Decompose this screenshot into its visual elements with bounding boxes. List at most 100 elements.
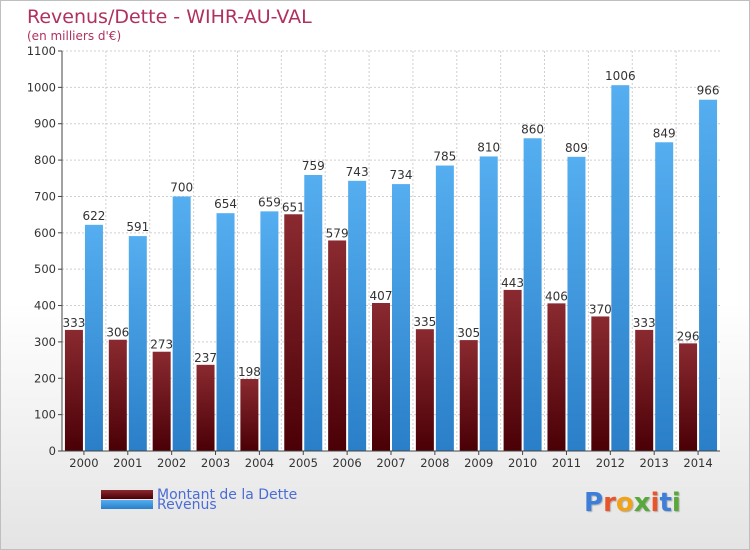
bar-revenus bbox=[304, 175, 323, 451]
bar-revenus bbox=[172, 196, 191, 451]
logo-letter: i bbox=[650, 488, 660, 518]
data-label-revenus: 700 bbox=[170, 180, 193, 194]
chart-title: Revenus/Dette - WIHR-AU-VAL bbox=[27, 6, 312, 28]
y-tick-label: 200 bbox=[34, 371, 56, 385]
data-label-debt: 305 bbox=[457, 326, 480, 340]
data-label-debt: 335 bbox=[413, 315, 436, 329]
y-tick-label: 0 bbox=[49, 444, 56, 458]
legend-label-revenus: Revenus bbox=[157, 497, 217, 513]
x-tick-label: 2003 bbox=[201, 456, 230, 470]
bar-revenus bbox=[128, 236, 147, 451]
data-label-revenus: 849 bbox=[653, 126, 676, 140]
y-tick-label: 900 bbox=[34, 117, 56, 131]
x-tick-label: 2014 bbox=[683, 456, 712, 470]
chart-subtitle: (en milliers d'€) bbox=[27, 29, 122, 43]
bar-revenus bbox=[479, 156, 498, 452]
x-tick-label: 2005 bbox=[289, 456, 318, 470]
bar-revenus bbox=[699, 99, 718, 452]
logo-letter: P bbox=[584, 488, 604, 518]
x-tick-label: 2006 bbox=[332, 456, 361, 470]
y-tick-label: 500 bbox=[34, 262, 56, 276]
bar-revenus bbox=[435, 165, 454, 451]
x-tick-label: 2007 bbox=[376, 456, 405, 470]
y-tick-label: 700 bbox=[34, 189, 56, 203]
bar-debt bbox=[372, 303, 390, 451]
logo-letter: x bbox=[633, 488, 651, 518]
x-tick-label: 2004 bbox=[245, 456, 274, 470]
bar-revenus bbox=[348, 180, 367, 451]
y-tick-label: 300 bbox=[34, 335, 56, 349]
data-label-revenus: 809 bbox=[565, 141, 588, 155]
data-label-debt: 579 bbox=[326, 226, 349, 240]
x-tick-label: 2000 bbox=[69, 456, 98, 470]
data-label-debt: 370 bbox=[589, 302, 612, 316]
data-label-revenus: 591 bbox=[126, 220, 149, 234]
data-label-debt: 273 bbox=[150, 338, 173, 352]
data-label-revenus: 759 bbox=[302, 159, 325, 173]
bar-debt bbox=[64, 329, 83, 451]
bar-revenus bbox=[84, 224, 103, 451]
data-label-debt: 406 bbox=[545, 289, 568, 303]
y-tick-label: 800 bbox=[34, 153, 56, 167]
bar-debt bbox=[152, 351, 171, 451]
bar-debt bbox=[328, 240, 347, 451]
x-tick-label: 2008 bbox=[420, 456, 449, 470]
data-label-revenus: 743 bbox=[346, 165, 369, 179]
bar-revenus bbox=[611, 85, 630, 451]
data-label-revenus: 810 bbox=[477, 140, 500, 154]
bar-revenus bbox=[523, 138, 542, 452]
bar-debt bbox=[503, 289, 522, 451]
bar-revenus bbox=[392, 184, 410, 451]
logo-letter: o bbox=[615, 488, 634, 518]
data-label-debt: 407 bbox=[370, 289, 393, 303]
y-tick-label: 600 bbox=[34, 226, 56, 240]
bar-debt bbox=[240, 379, 259, 451]
bar-debt bbox=[196, 364, 215, 451]
x-tick-label: 2013 bbox=[640, 456, 669, 470]
plot-area bbox=[62, 51, 720, 451]
data-label-revenus: 1006 bbox=[605, 69, 636, 83]
logo-letter: t bbox=[659, 488, 672, 518]
bar-debt bbox=[415, 329, 434, 451]
data-label-debt: 306 bbox=[106, 326, 129, 340]
data-label-debt: 296 bbox=[677, 329, 700, 343]
bar-revenus bbox=[655, 142, 674, 452]
data-label-revenus: 734 bbox=[390, 168, 413, 182]
data-label-revenus: 622 bbox=[82, 209, 105, 223]
bar-debt bbox=[459, 340, 478, 451]
y-tick-label: 1100 bbox=[27, 44, 56, 58]
logo-letter: r bbox=[603, 488, 616, 518]
logo-letter: i bbox=[671, 488, 681, 518]
data-label-revenus: 659 bbox=[258, 195, 281, 209]
x-tick-label: 2010 bbox=[508, 456, 537, 470]
bar-debt bbox=[679, 343, 698, 451]
legend-label-debt: Montant de la Dette bbox=[157, 487, 298, 503]
data-label-revenus: 654 bbox=[214, 197, 237, 211]
bar-debt bbox=[635, 329, 654, 451]
y-tick-label: 400 bbox=[34, 299, 56, 313]
bar-debt bbox=[591, 316, 610, 451]
bar-debt bbox=[108, 339, 127, 451]
data-label-revenus: 860 bbox=[521, 122, 544, 136]
legend-swatch-debt bbox=[101, 490, 153, 499]
y-tick-label: 1000 bbox=[27, 80, 56, 94]
x-tick-label: 2001 bbox=[113, 456, 142, 470]
legend-swatch-revenus bbox=[101, 500, 153, 509]
data-label-debt: 333 bbox=[633, 316, 656, 330]
y-tick-label: 100 bbox=[34, 408, 56, 422]
data-label-debt: 333 bbox=[62, 316, 85, 330]
data-label-debt: 443 bbox=[501, 276, 524, 290]
data-label-debt: 198 bbox=[238, 365, 261, 379]
proxiti-logo: Proxiti bbox=[584, 488, 681, 518]
data-label-debt: 651 bbox=[282, 200, 305, 214]
x-tick-label: 2012 bbox=[596, 456, 625, 470]
data-label-revenus: 785 bbox=[433, 150, 456, 164]
bar-revenus bbox=[260, 211, 279, 451]
bar-revenus bbox=[216, 213, 235, 451]
bar-revenus bbox=[567, 156, 586, 451]
x-tick-label: 2002 bbox=[157, 456, 186, 470]
data-label-revenus: 966 bbox=[697, 84, 720, 98]
x-tick-label: 2011 bbox=[552, 456, 581, 470]
